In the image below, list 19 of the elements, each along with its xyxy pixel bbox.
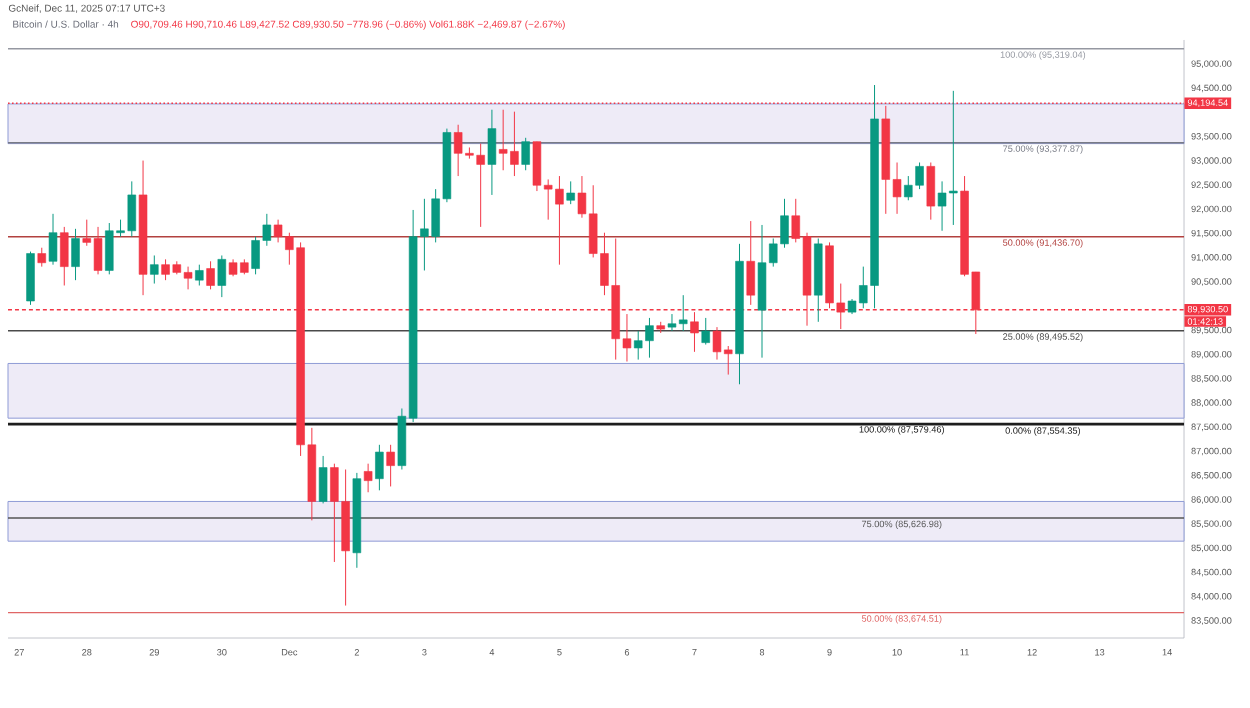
candlestick <box>746 220 755 306</box>
candlestick <box>71 228 80 281</box>
candlestick <box>206 260 215 290</box>
candlestick <box>60 226 69 286</box>
candlestick <box>150 254 159 285</box>
candlestick <box>487 109 497 196</box>
candlestick <box>26 251 35 306</box>
candlestick <box>566 180 575 205</box>
candlestick <box>701 317 710 346</box>
candlestick <box>521 137 530 171</box>
candlestick <box>375 444 384 491</box>
candlestick <box>926 162 936 221</box>
candlestick <box>386 444 395 487</box>
candlestick <box>363 463 373 493</box>
candlestick <box>48 213 58 266</box>
candlestick <box>195 264 204 286</box>
candlestick <box>217 254 227 298</box>
candlestick <box>318 455 328 504</box>
candlestick <box>37 247 46 268</box>
